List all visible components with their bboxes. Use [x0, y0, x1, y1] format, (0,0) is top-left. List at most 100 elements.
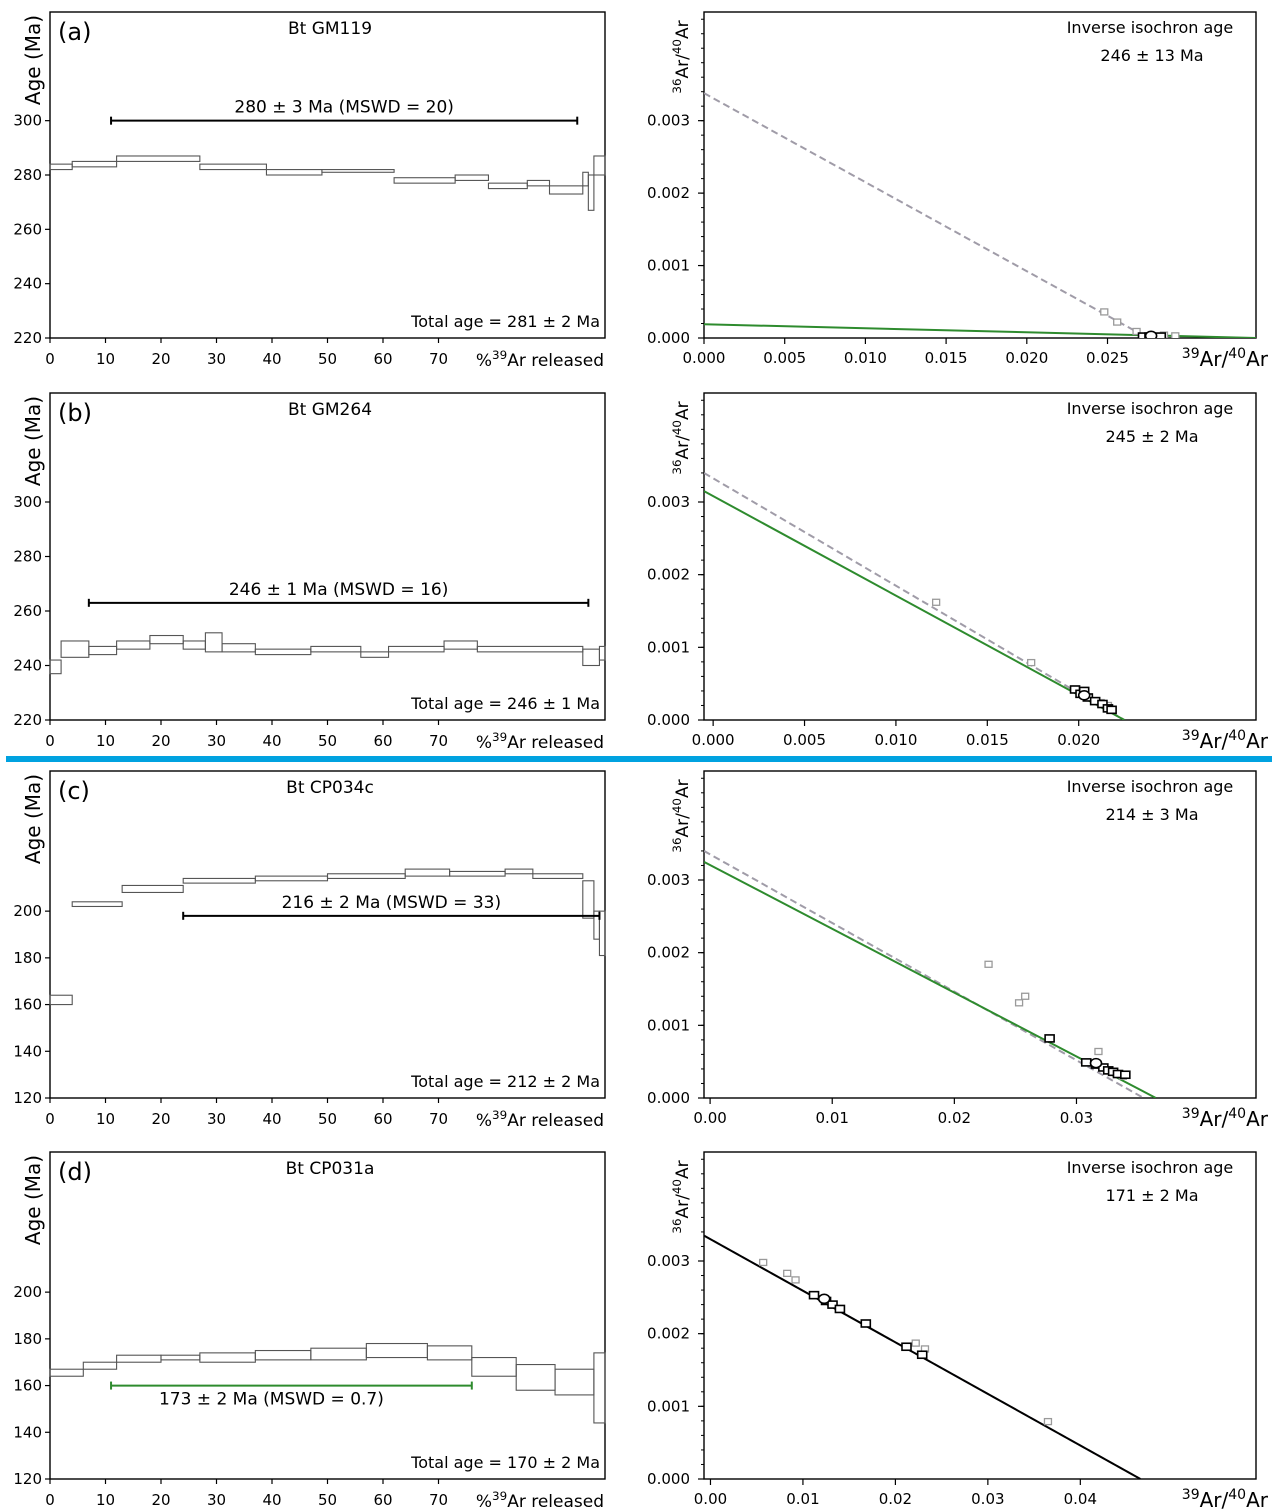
- age-step-box: [326, 873, 406, 879]
- x-tick-label: 0.020: [1005, 349, 1048, 367]
- included-data-point: [901, 1342, 912, 1352]
- included-data-point: [1106, 705, 1117, 715]
- included-data-point: [1044, 1034, 1055, 1043]
- y-tick-label: 0.002: [647, 1325, 690, 1343]
- age-step-box: [254, 648, 312, 656]
- excluded-data-point: [984, 960, 993, 968]
- x-tick-label: 0.015: [966, 731, 1009, 749]
- age-step-box: [426, 1345, 473, 1361]
- isochron-fit-line: [704, 490, 1125, 720]
- age-step-box: [82, 1361, 118, 1370]
- x-axis-label: 39Ar/40Ar: [1182, 1106, 1269, 1131]
- isochron-age-value: 171 ± 2 Ma: [1106, 1186, 1199, 1205]
- age-spectrum-panel: 220 240 260 280 300 0 10 20 30 40 50 60 70 %39Ar rele…: [13, 392, 606, 753]
- y-axis-label: 36Ar/40Ar: [670, 779, 693, 852]
- y-axis-label: Age (Ma): [21, 1155, 45, 1245]
- x-tick-label: 10: [96, 1110, 115, 1128]
- age-step-box: [71, 160, 118, 168]
- age-step-box: [487, 182, 528, 190]
- age-step-box: [265, 169, 323, 176]
- sample-title: Bt CP031a: [286, 1159, 375, 1179]
- age-step-box: [504, 868, 534, 875]
- x-tick-label: 0.01: [786, 1490, 819, 1508]
- isochron-title: Inverse isochron age: [1067, 1158, 1234, 1177]
- x-tick-label: 50: [318, 1491, 337, 1509]
- x-tick-label: 0.00: [693, 1109, 726, 1127]
- x-axis-label: %39Ar released: [476, 730, 604, 753]
- x-tick-label: 20: [151, 350, 170, 368]
- age-step-box: [49, 659, 62, 675]
- excluded-data-point: [1094, 1047, 1103, 1056]
- excluded-data-point: [783, 1269, 792, 1278]
- y-tick-label: 0.002: [647, 566, 690, 584]
- age-step-box: [582, 171, 589, 187]
- y-axis-label: 36Ar/40Ar: [670, 20, 693, 93]
- age-step-box: [149, 634, 184, 645]
- age-step-box: [310, 645, 362, 653]
- age-step-box: [49, 163, 73, 171]
- age-step-box: [515, 1364, 556, 1391]
- age-step-box: [88, 645, 118, 656]
- x-tick-label: 0: [45, 1110, 55, 1128]
- y-tick-label: 0.001: [647, 1397, 690, 1415]
- x-tick-label: 60: [373, 1491, 392, 1509]
- included-data-point: [1120, 1070, 1131, 1080]
- excluded-data-point: [791, 1276, 800, 1284]
- isochron-title: Inverse isochron age: [1067, 399, 1234, 418]
- x-tick-label: 0: [45, 732, 55, 750]
- isochron-title: Inverse isochron age: [1067, 18, 1234, 37]
- y-axis-label: Age (Ma): [21, 774, 45, 864]
- x-tick-label: 0.025: [1086, 349, 1129, 367]
- panel-label: (a): [58, 18, 91, 46]
- y-axis-label: Age (Ma): [21, 15, 45, 105]
- excluded-data-point: [1043, 1417, 1053, 1426]
- x-tick-label: 30: [207, 1491, 226, 1509]
- plot-frame: [703, 1151, 1257, 1480]
- age-step-box: [199, 1352, 256, 1363]
- isochron-panel: 0.000 0.001 0.002 0.003 0.00 0.01 0.02 0.03 0.04…: [647, 1151, 1269, 1511]
- x-axis-label: 39Ar/40Ar: [1182, 728, 1269, 753]
- age-step-box: [582, 648, 600, 667]
- x-tick-label: 70: [429, 350, 448, 368]
- x-tick-label: 0: [45, 1491, 55, 1509]
- y-axis-label: Age (Ma): [21, 396, 45, 486]
- excluded-data-point: [911, 1339, 920, 1347]
- age-step-box: [598, 645, 606, 661]
- x-tick-label: 20: [151, 1110, 170, 1128]
- y-tick-label: 0.002: [647, 184, 690, 202]
- plot-area: [704, 472, 1125, 720]
- x-axis-label: %39Ar released: [476, 1489, 604, 1511]
- x-tick-label: 60: [373, 1110, 392, 1128]
- excluded-data-point: [1014, 999, 1024, 1007]
- age-step-box: [71, 901, 123, 908]
- sample-title: Bt GM264: [288, 400, 372, 420]
- plot-frame: [703, 392, 1257, 721]
- x-tick-label: 10: [96, 732, 115, 750]
- included-data-point: [1155, 332, 1167, 338]
- isochron-age-value: 246 ± 13 Ma: [1100, 46, 1203, 65]
- isochron-age-value: 214 ± 3 Ma: [1106, 805, 1199, 824]
- age-step-box: [60, 640, 90, 658]
- total-age-label: Total age = 170 ± 2 Ma: [410, 1453, 600, 1472]
- age-step-box: [116, 155, 201, 162]
- plot-frame: [49, 392, 606, 721]
- plateau-age-label: 216 ± 2 Ma (MSWD = 33): [282, 893, 502, 913]
- age-step-box: [365, 1342, 428, 1359]
- age-step-box: [449, 870, 506, 877]
- x-tick-label: 60: [373, 732, 392, 750]
- y-tick-label: 0.001: [647, 638, 690, 656]
- x-tick-label: 70: [429, 732, 448, 750]
- age-step-box: [199, 163, 268, 171]
- included-data-point: [1080, 1058, 1092, 1067]
- age-spectrum-panel: 220 240 260 280 300 0 10 20 30 40 50 60 70 %39Ar rele…: [13, 11, 606, 371]
- age-step-box: [310, 1347, 367, 1361]
- section-separator: [6, 756, 1272, 762]
- y-tick-label: 0.000: [647, 1089, 690, 1107]
- y-tick-label: 300: [13, 112, 42, 130]
- x-tick-label: 70: [429, 1110, 448, 1128]
- y-tick-label: 200: [13, 902, 42, 920]
- age-step-box: [49, 994, 73, 1006]
- y-tick-label: 160: [13, 996, 42, 1014]
- y-tick-label: 220: [13, 329, 42, 347]
